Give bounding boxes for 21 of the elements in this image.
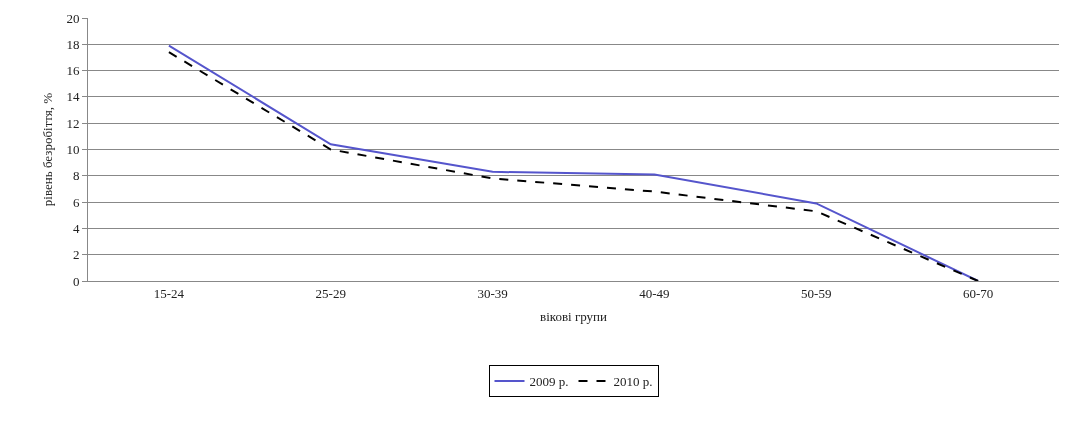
x-axis-title: вікові групи (540, 309, 608, 325)
y-tick-label: 18 (66, 36, 80, 52)
y-tick-label: 10 (66, 142, 80, 158)
y-tick-label: 14 (66, 89, 80, 105)
y-tick-label: 2 (72, 247, 80, 263)
y-tick-label: 4 (72, 220, 80, 236)
y-tick-label: 16 (66, 63, 80, 79)
y-tick-label: 0 (72, 273, 80, 289)
y-tick-label: 6 (72, 194, 80, 210)
legend-label: 2009 р. (529, 374, 569, 390)
x-tick-label: 60-70 (962, 285, 994, 301)
y-tick-label: 20 (66, 10, 80, 26)
x-tick-label: 25-29 (315, 285, 346, 301)
x-tick-label: 15-24 (153, 285, 185, 301)
x-tick-label: 50-59 (801, 285, 832, 301)
y-tick-label: 12 (66, 115, 80, 131)
y-tick-label: 8 (72, 168, 80, 184)
x-tick-label: 30-39 (477, 285, 508, 301)
legend-label: 2010 р. (613, 374, 653, 390)
x-tick-label: 40-49 (639, 285, 670, 301)
y-axis-title: рівень безробіття, % (40, 92, 55, 207)
